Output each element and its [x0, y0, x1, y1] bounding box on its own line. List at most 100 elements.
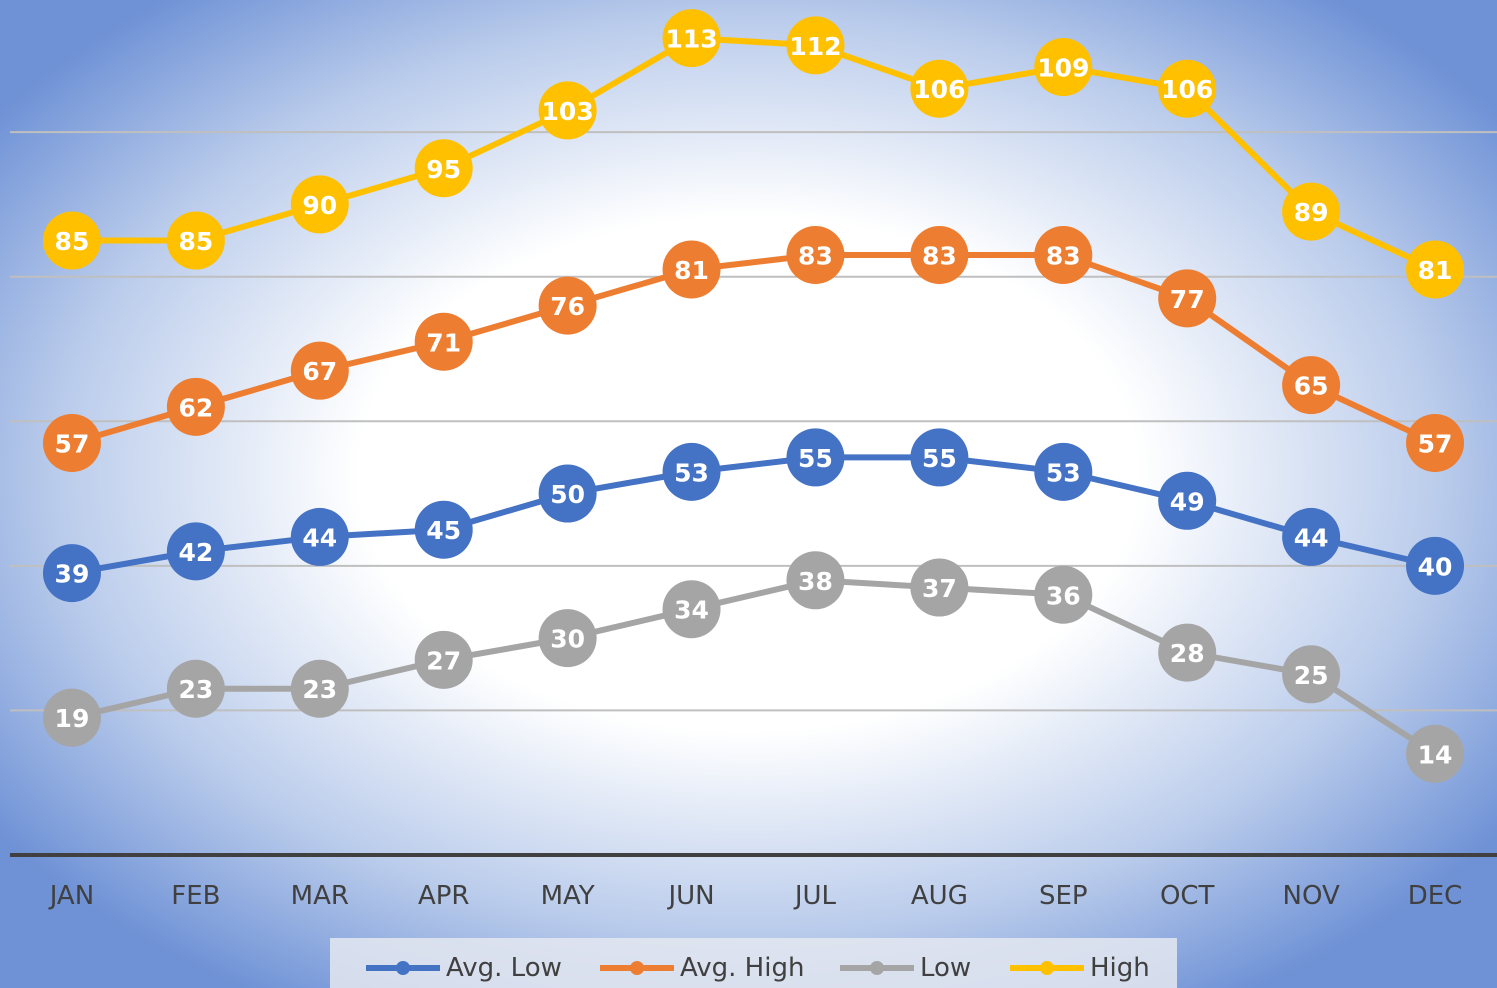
x-tick-label: SEP [1039, 881, 1088, 911]
data-label: 37 [922, 574, 957, 603]
marker [1158, 471, 1217, 530]
marker [786, 551, 845, 610]
legend-marker [870, 961, 884, 975]
marker [910, 558, 969, 617]
data-label: 81 [674, 256, 709, 285]
x-tick-label: APR [418, 881, 470, 911]
x-tick-label: DEC [1408, 881, 1463, 911]
legend-label: Low [920, 953, 971, 983]
data-label: 112 [789, 32, 841, 61]
marker [1034, 565, 1093, 624]
data-label: 109 [1037, 54, 1089, 83]
data-label: 55 [798, 444, 833, 473]
data-label: 90 [302, 191, 337, 220]
marker [662, 442, 721, 501]
data-label: 53 [674, 458, 709, 487]
data-label: 83 [798, 242, 833, 271]
marker [290, 507, 349, 566]
data-label: 30 [550, 625, 585, 654]
marker [166, 659, 225, 718]
data-label: 85 [55, 227, 90, 256]
marker [538, 276, 597, 335]
marker [1282, 645, 1341, 704]
data-label: 25 [1294, 661, 1329, 690]
legend-marker [1040, 961, 1054, 975]
data-label: 42 [178, 538, 213, 567]
marker [662, 240, 721, 299]
data-label: 71 [426, 328, 461, 357]
data-label: 45 [426, 516, 461, 545]
marker [1158, 623, 1217, 682]
marker [166, 522, 225, 581]
data-label: 83 [1046, 242, 1081, 271]
data-label: 34 [674, 596, 709, 625]
marker [290, 659, 349, 718]
marker [290, 341, 349, 400]
x-tick-label: MAR [291, 881, 349, 911]
marker [538, 464, 597, 523]
data-label: 40 [1418, 552, 1453, 581]
marker [662, 9, 721, 68]
data-label: 106 [1161, 75, 1213, 104]
data-label: 57 [55, 429, 90, 458]
data-label: 76 [550, 292, 585, 321]
data-label: 28 [1170, 639, 1205, 668]
data-label: 50 [550, 480, 585, 509]
legend-label: High [1090, 953, 1150, 983]
x-tick-label: FEB [171, 881, 220, 911]
data-label: 95 [426, 155, 461, 184]
x-tick-label: MAY [541, 881, 595, 911]
data-label: 23 [178, 675, 213, 704]
marker [414, 312, 473, 371]
marker [786, 226, 845, 285]
marker [1406, 240, 1465, 299]
marker [1034, 38, 1093, 97]
legend-label: Avg. Low [446, 953, 562, 983]
data-label: 14 [1418, 740, 1453, 769]
x-tick-label: JAN [48, 881, 94, 911]
marker [166, 377, 225, 436]
data-label: 27 [426, 646, 461, 675]
x-tick-label: NOV [1283, 881, 1340, 911]
data-label: 23 [302, 675, 337, 704]
plot-area: JAN FEB MAR APR MAY JUN JUL AUG SEP OCT NOV DEC 39 42… [42, 9, 1465, 911]
marker [166, 211, 225, 270]
data-label: 39 [55, 560, 90, 589]
legend-marker [396, 961, 410, 975]
data-label: 81 [1418, 256, 1453, 285]
marker [538, 81, 597, 140]
marker [1034, 226, 1093, 285]
data-label: 19 [55, 704, 90, 733]
data-label: 53 [1046, 458, 1081, 487]
legend-box [330, 938, 1177, 988]
data-label: 49 [1170, 487, 1205, 516]
marker [786, 16, 845, 75]
marker [910, 59, 969, 118]
marker [290, 175, 349, 234]
marker [414, 630, 473, 689]
x-tick-label: JUL [793, 881, 837, 911]
marker [786, 428, 845, 487]
x-tick-label: OCT [1160, 881, 1215, 911]
marker [42, 413, 101, 472]
data-label: 85 [178, 227, 213, 256]
data-label: 44 [1294, 523, 1329, 552]
data-label: 55 [922, 444, 957, 473]
marker [538, 609, 597, 668]
marker [414, 139, 473, 198]
data-label: 77 [1170, 285, 1205, 314]
data-label: 83 [922, 242, 957, 271]
marker [42, 211, 101, 270]
marker [1406, 724, 1465, 783]
data-label: 65 [1294, 372, 1329, 401]
marker [910, 428, 969, 487]
grid [10, 131, 1497, 857]
data-label: 103 [542, 97, 594, 126]
data-label: 106 [913, 75, 965, 104]
marker [1158, 59, 1217, 118]
data-label: 89 [1294, 198, 1329, 227]
marker [414, 500, 473, 559]
